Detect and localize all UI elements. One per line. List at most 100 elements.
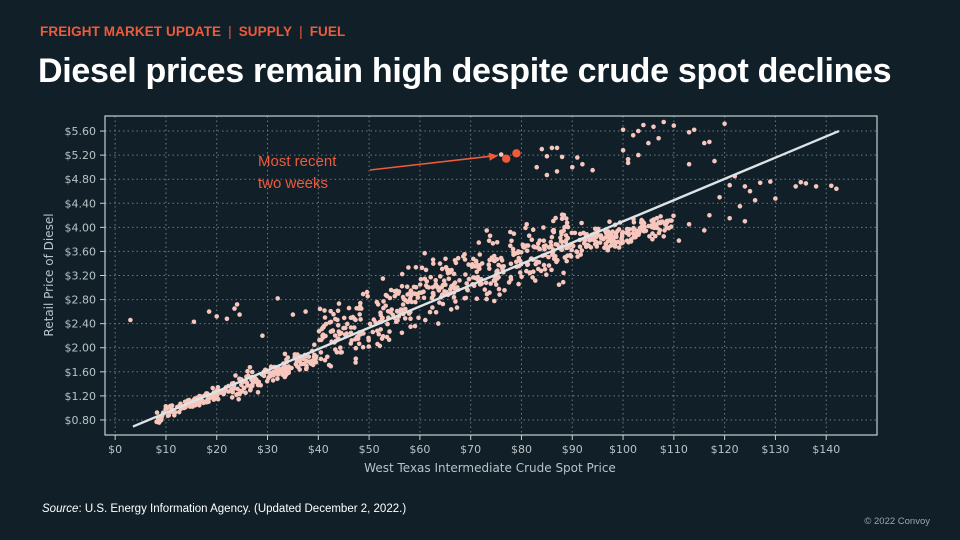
data-point [707, 213, 712, 218]
data-point [430, 305, 435, 310]
data-point [342, 316, 347, 321]
data-point [159, 418, 164, 423]
data-point [357, 342, 362, 347]
data-point [534, 165, 539, 170]
data-point [242, 386, 247, 391]
data-point [337, 301, 342, 306]
data-point [549, 268, 554, 273]
data-point [702, 141, 707, 146]
data-point [646, 224, 651, 229]
data-point [438, 274, 443, 279]
data-point [278, 369, 283, 374]
data-point [573, 231, 578, 236]
data-point [405, 284, 410, 289]
data-point [366, 336, 371, 341]
data-point [412, 285, 417, 290]
data-point [613, 244, 618, 249]
data-point [408, 324, 413, 329]
annotation-line-1: Most recent [258, 153, 337, 170]
data-point [631, 227, 636, 232]
annotation-arrow [370, 156, 492, 170]
data-point [575, 155, 580, 160]
data-point [549, 240, 554, 245]
data-point [799, 180, 804, 185]
data-point [172, 413, 177, 418]
data-point [422, 251, 427, 256]
data-point [717, 195, 722, 200]
x-tick-label: $130 [761, 443, 789, 456]
data-point [607, 219, 612, 224]
data-point [531, 227, 536, 232]
data-point [525, 249, 530, 254]
data-point [457, 278, 462, 283]
data-point [310, 359, 315, 364]
data-point [652, 226, 657, 231]
data-point [466, 262, 471, 267]
data-point [551, 219, 556, 224]
data-point [275, 296, 280, 301]
data-point [341, 326, 346, 331]
data-point [484, 297, 489, 302]
recent-point [502, 155, 510, 163]
data-point [793, 184, 798, 189]
data-point [393, 294, 398, 299]
x-tick-label: $70 [460, 443, 481, 456]
data-point [620, 241, 625, 246]
data-point [440, 267, 445, 272]
data-point [633, 231, 638, 236]
data-point [527, 233, 532, 238]
data-point [621, 128, 626, 133]
data-point [768, 179, 773, 184]
data-point [593, 227, 598, 232]
data-point [492, 299, 497, 304]
data-point [598, 240, 603, 245]
data-point [589, 245, 594, 250]
data-point [387, 329, 392, 334]
data-point [192, 320, 197, 325]
data-point [400, 331, 405, 336]
data-point [552, 257, 557, 262]
data-point [575, 250, 580, 255]
data-point [511, 253, 516, 258]
data-point [536, 241, 541, 246]
data-point [210, 386, 215, 391]
data-point [509, 262, 514, 267]
data-point [594, 240, 599, 245]
x-tick-label: $20 [206, 443, 227, 456]
data-point [487, 263, 492, 268]
data-point [562, 213, 567, 218]
data-point [584, 244, 589, 249]
data-point [651, 125, 656, 130]
data-point [509, 239, 514, 244]
data-point [516, 282, 521, 287]
data-point [168, 404, 173, 409]
data-point [508, 230, 513, 235]
x-tick-label: $110 [660, 443, 688, 456]
data-point [773, 196, 778, 201]
data-point [423, 277, 428, 282]
data-point [480, 261, 485, 266]
data-point [580, 248, 585, 253]
data-point [626, 231, 631, 236]
data-point [245, 369, 250, 374]
data-point [564, 233, 569, 238]
data-point [422, 296, 427, 301]
y-tick-label: $3.60 [65, 245, 97, 258]
data-point [265, 379, 270, 384]
data-point [262, 374, 267, 379]
data-point [661, 120, 666, 125]
data-point [666, 226, 671, 231]
data-point [250, 370, 255, 375]
data-point [834, 187, 839, 192]
data-point [436, 321, 441, 326]
y-tick-label: $5.20 [65, 149, 97, 162]
data-point [561, 280, 566, 285]
data-point [545, 154, 550, 159]
data-point [303, 309, 308, 314]
data-point [495, 240, 500, 245]
data-point [639, 220, 644, 225]
data-point [433, 278, 438, 283]
data-point [317, 329, 322, 334]
data-point [485, 292, 490, 297]
data-point [475, 270, 480, 275]
